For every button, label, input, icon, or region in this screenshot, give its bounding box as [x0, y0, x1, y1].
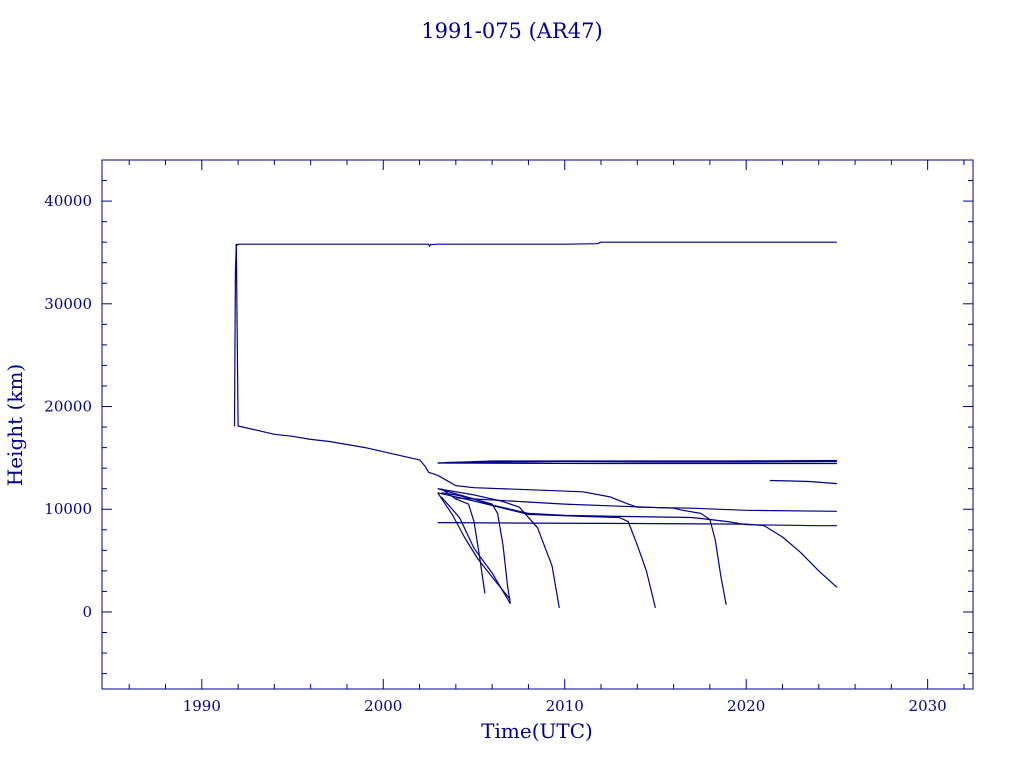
y-tick-label: 30000: [44, 295, 92, 313]
plot-frame: [101, 159, 974, 690]
series-line-15: [473, 459, 837, 463]
x-tick-label: 2020: [727, 697, 765, 715]
x-tick-label: 2030: [909, 697, 947, 715]
series-line-2: [235, 244, 438, 476]
y-axis-label: Height (km): [3, 364, 27, 486]
series-line-17: [769, 479, 837, 485]
series-line-6: [437, 492, 656, 609]
series-line-16: [437, 462, 837, 465]
series-line-4: [441, 492, 837, 527]
series-line-1: [233, 241, 837, 427]
x-tick-label: 1990: [183, 697, 221, 715]
y-tick-label: 20000: [44, 398, 92, 416]
series-line-11: [440, 496, 511, 605]
chart-title: 1991-075 (AR47): [421, 19, 602, 43]
y-tick-label: 10000: [44, 500, 92, 518]
series-line-12: [437, 521, 838, 588]
series-line-10: [437, 492, 511, 600]
y-tick-label: 0: [82, 603, 92, 621]
x-tick-label: 2010: [546, 697, 584, 715]
data-lines: [233, 241, 838, 609]
axis-tick-labels: 1990 2000 2010 2020 2030 0 10000 20000 30000 4000…: [44, 192, 946, 715]
x-tick-label: 2000: [364, 697, 402, 715]
series-line-8: [437, 488, 511, 604]
x-axis-label: Time(UTC): [481, 719, 593, 743]
series-line-5: [455, 497, 727, 605]
axis-ticks: [102, 159, 973, 689]
series-line-7: [437, 488, 560, 609]
y-tick-label: 40000: [44, 192, 92, 210]
series-line-3: [437, 474, 837, 512]
